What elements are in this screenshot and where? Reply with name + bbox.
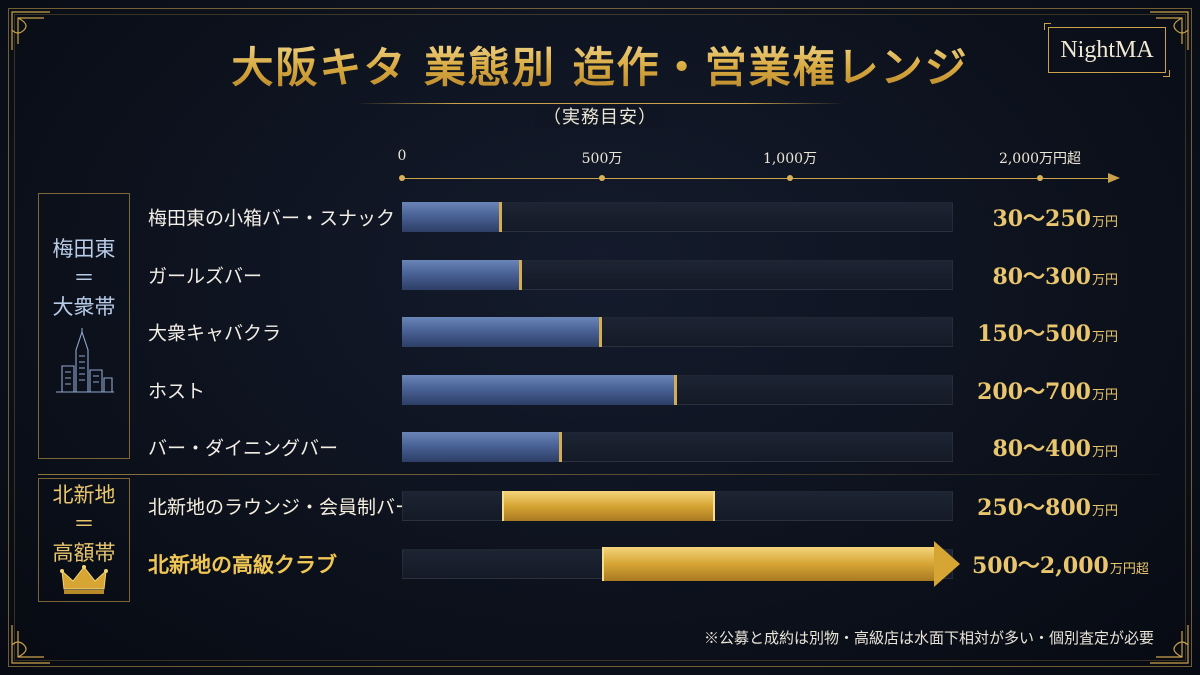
group-label-line: ＝ xyxy=(73,512,95,536)
inner-frame xyxy=(14,14,1186,661)
category-label: ガールズバー xyxy=(148,265,263,288)
value-unit: 万円 xyxy=(1091,215,1118,230)
axis-tick-label: 500万 xyxy=(581,151,623,167)
range-bar xyxy=(402,260,522,290)
axis-line xyxy=(402,178,1114,179)
group-label-line: 北新地 xyxy=(52,483,116,507)
value-label: 500〜2,000万円超 xyxy=(972,548,1149,580)
value-range: 500〜2,000 xyxy=(972,553,1109,579)
group-label-line: 大衆帯 xyxy=(52,295,116,319)
axis-tick-label: 0 xyxy=(397,148,407,164)
axis-tick-mark xyxy=(787,175,793,181)
value-range: 80〜300 xyxy=(992,264,1091,290)
outer-frame xyxy=(8,8,1192,667)
value-label: 200〜700万円 xyxy=(977,374,1118,406)
title-divider xyxy=(356,103,844,104)
chart-subtitle: （実務目安） xyxy=(0,103,1200,129)
axis-tick-mark xyxy=(599,175,605,181)
category-label: 北新地の高級クラブ xyxy=(148,552,337,577)
value-unit: 万円超 xyxy=(1109,562,1149,577)
range-bar xyxy=(402,432,562,462)
value-label: 80〜300万円 xyxy=(992,259,1118,291)
group-label-line: ＝ xyxy=(73,266,95,290)
building-icon xyxy=(56,328,114,393)
axis-tick-label: 2,000万円超 xyxy=(998,151,1082,167)
value-unit: 万円 xyxy=(1091,504,1118,519)
value-unit: 万円 xyxy=(1091,388,1118,403)
range-bar-arrow xyxy=(934,541,960,587)
group-label-line: 高額帯 xyxy=(52,541,116,565)
value-unit: 万円 xyxy=(1091,273,1118,288)
group-divider xyxy=(38,474,1160,475)
value-range: 250〜800 xyxy=(977,495,1091,521)
category-label: 北新地のラウンジ・会員制バー xyxy=(148,496,415,519)
value-label: 250〜800万円 xyxy=(977,490,1118,522)
group-label-line: 梅田東 xyxy=(52,237,116,261)
group-box-kitashinchi xyxy=(38,478,130,602)
corner-ornament-icon xyxy=(1150,625,1189,664)
corner-ornament-icon xyxy=(1150,11,1189,50)
range-bar xyxy=(402,202,502,232)
value-range: 80〜400 xyxy=(992,436,1091,462)
value-range: 150〜500 xyxy=(977,321,1091,347)
range-bar xyxy=(602,547,934,581)
category-label: バー・ダイニングバー xyxy=(148,437,339,460)
group-label-kitashinchi: 北新地 ＝ 高額帯 xyxy=(39,481,129,568)
corner-ornament-icon xyxy=(11,11,50,50)
category-label: 梅田東の小箱バー・スナック xyxy=(148,207,396,230)
axis-arrow-icon xyxy=(1108,173,1120,183)
axis-tick-label: 1,000万 xyxy=(762,151,818,167)
axis-tick-mark xyxy=(399,175,405,181)
axis-tick-mark xyxy=(1037,175,1043,181)
range-bar xyxy=(402,317,602,347)
chart-title: 大阪キタ 業態別 造作・営業権レンジ xyxy=(0,34,1200,95)
crown-icon xyxy=(60,565,108,594)
value-label: 30〜250万円 xyxy=(992,201,1118,233)
corner-ornament-icon xyxy=(11,625,50,664)
value-unit: 万円 xyxy=(1091,445,1118,460)
brand-logo: NightMA xyxy=(1044,23,1170,77)
group-box-umeda xyxy=(38,193,130,459)
group-label-umeda: 梅田東 ＝ 大衆帯 xyxy=(39,235,129,322)
value-label: 80〜400万円 xyxy=(992,431,1118,463)
subtitle-text: （実務目安） xyxy=(535,107,665,128)
range-bar xyxy=(402,375,678,405)
value-range: 30〜250 xyxy=(992,206,1091,232)
category-label: ホスト xyxy=(148,380,206,403)
value-unit: 万円 xyxy=(1091,330,1118,345)
category-label: 大衆キャバクラ xyxy=(148,322,282,345)
value-label: 150〜500万円 xyxy=(977,316,1118,348)
range-bar xyxy=(502,491,715,521)
value-range: 200〜700 xyxy=(977,379,1091,405)
footnote: ※公募と成約は別物・高級店は水面下相対が多い・個別査定が必要 xyxy=(703,629,1154,647)
